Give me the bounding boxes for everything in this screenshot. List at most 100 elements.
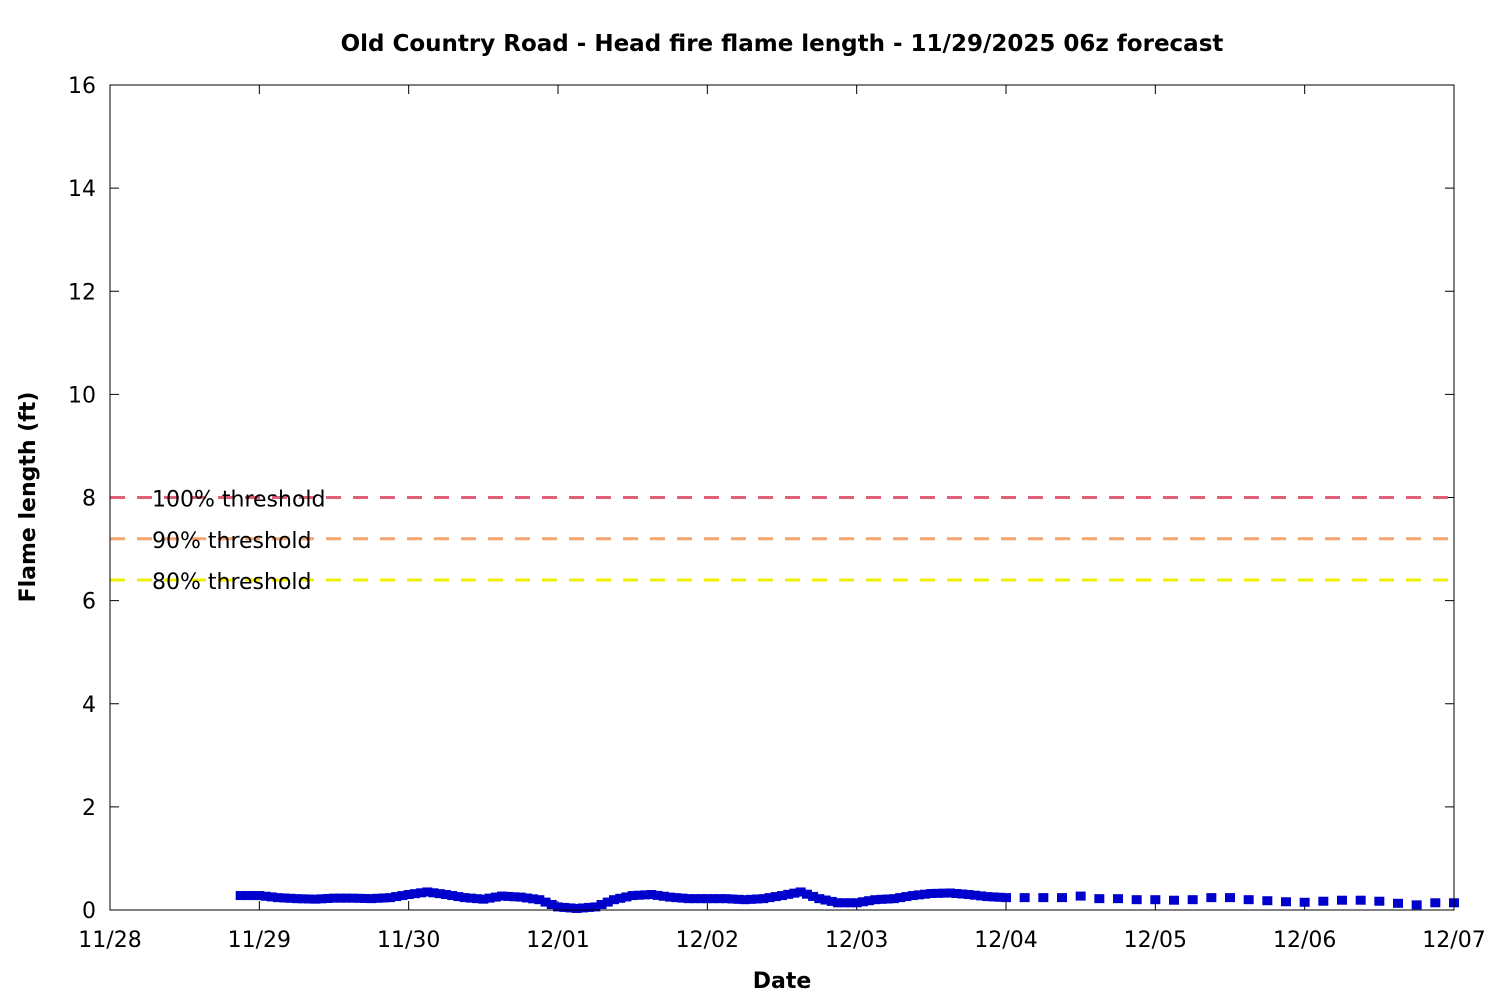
data-point [901, 892, 912, 902]
data-point [515, 892, 526, 902]
data-point [963, 890, 974, 900]
data-point [976, 891, 987, 901]
data-point [254, 891, 265, 901]
data-point [434, 889, 445, 899]
data-point [814, 894, 825, 904]
data-point [416, 888, 427, 898]
data-point [1393, 898, 1403, 908]
axis-ticks: 11/28 11/29 11/30 12/01 12/02 12/03 12/04 12/05… [68, 74, 1486, 953]
data-point [1150, 895, 1161, 905]
data-point [1281, 897, 1291, 907]
x-tick-label: 12/04 [974, 928, 1037, 953]
data-point [1187, 895, 1198, 905]
data-point [360, 893, 371, 903]
data-point [409, 889, 420, 899]
data-point [851, 898, 862, 908]
data-point [733, 894, 744, 904]
x-axis-label: Date [753, 969, 812, 994]
data-point [870, 895, 881, 905]
x-tick-label: 12/02 [676, 928, 739, 953]
data-point [633, 890, 644, 900]
data-point [1113, 894, 1123, 904]
data-point [839, 898, 850, 908]
data-point [1038, 893, 1049, 903]
data-point [1094, 894, 1105, 904]
data-point [341, 893, 352, 903]
data-point [721, 894, 731, 904]
data-point [472, 894, 483, 904]
data-point [615, 893, 626, 903]
data-point [938, 888, 949, 898]
y-tick-label: 14 [68, 177, 96, 202]
data-point [770, 892, 781, 902]
data-point [845, 898, 856, 908]
data-point [397, 891, 408, 901]
data-point [677, 893, 688, 903]
data-point [497, 891, 507, 901]
data-point [789, 888, 800, 898]
data-point [926, 889, 937, 898]
data-point [304, 894, 315, 904]
data-point [1225, 893, 1235, 903]
data-point [652, 890, 663, 900]
data-point [1411, 900, 1422, 910]
data-point [696, 894, 707, 904]
data-point [266, 892, 277, 902]
data-point [1262, 896, 1273, 906]
data-point [465, 893, 476, 903]
data-point [291, 894, 302, 904]
y-tick-label: 8 [82, 487, 96, 512]
data-point [540, 897, 551, 907]
data-point [876, 894, 887, 904]
data-point [310, 894, 321, 904]
data-point [714, 894, 725, 904]
data-point [945, 888, 955, 898]
data-point [322, 893, 333, 903]
data-point [534, 895, 545, 905]
data-point [478, 894, 489, 904]
data-point [403, 890, 414, 900]
x-tick-label: 11/29 [228, 928, 291, 953]
data-point [913, 890, 924, 900]
threshold-label: 80% threshold [152, 570, 312, 595]
data-point [503, 891, 514, 901]
data-point [1169, 895, 1179, 905]
y-tick-label: 10 [68, 383, 96, 408]
data-point [1337, 895, 1347, 905]
data-point [826, 896, 837, 906]
data-point [957, 889, 968, 899]
data-point [490, 892, 501, 902]
data-point [689, 894, 700, 904]
data-point [752, 894, 763, 904]
data-point [329, 893, 339, 903]
data-point [441, 890, 451, 900]
data-point [590, 902, 601, 912]
x-tick-label: 12/05 [1124, 928, 1187, 953]
data-point [316, 894, 327, 904]
data-point [1430, 898, 1441, 908]
y-tick-label: 4 [82, 693, 96, 718]
data-point [577, 903, 588, 913]
data-point [1001, 893, 1011, 903]
data-point [391, 892, 402, 902]
data-point [640, 890, 651, 900]
data-point [820, 895, 831, 905]
data-point [739, 895, 750, 905]
data-point [727, 894, 738, 904]
data-point [571, 903, 582, 913]
data-point [795, 887, 806, 897]
data-point [895, 893, 906, 903]
data-point [422, 887, 433, 897]
threshold-label: 90% threshold [152, 529, 312, 554]
chart-title: Old Country Road - Head fire flame lengt… [341, 31, 1224, 57]
data-point [969, 890, 980, 900]
data-point [988, 892, 999, 902]
data-point [920, 889, 931, 899]
data-point [353, 893, 364, 903]
data-point [273, 893, 283, 903]
data-point [565, 903, 576, 913]
x-tick-label: 12/06 [1273, 928, 1336, 953]
data-point [1243, 895, 1254, 905]
data-point [801, 889, 812, 899]
data-point [447, 891, 458, 901]
